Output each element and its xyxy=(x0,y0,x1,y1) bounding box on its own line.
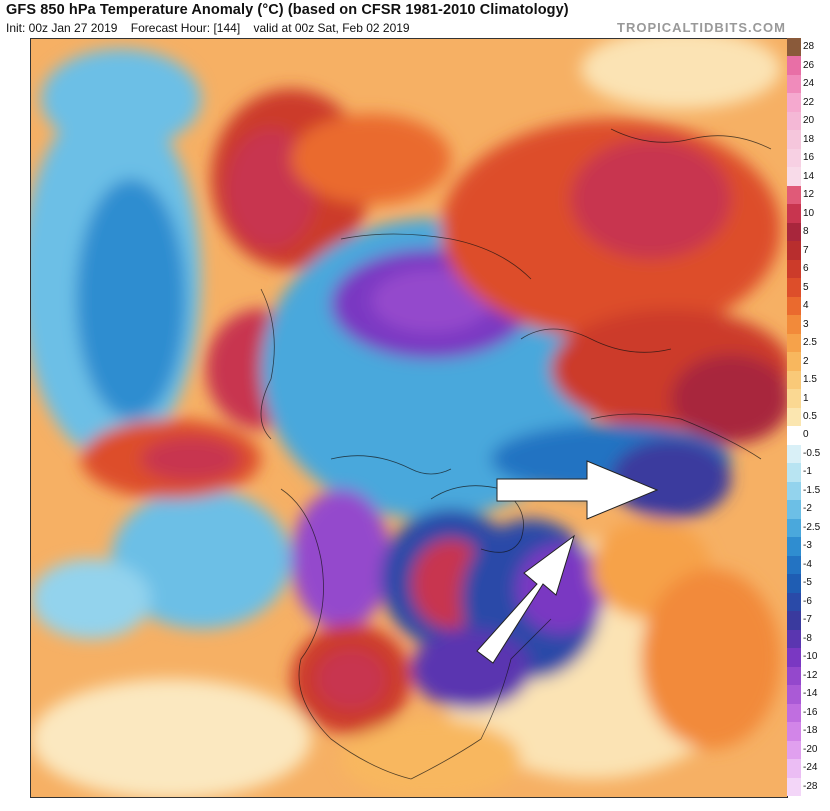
colorbar-label: 22 xyxy=(803,96,815,108)
colorbar-label: -18 xyxy=(803,725,818,737)
colorbar-label: 26 xyxy=(803,59,815,71)
colorbar-swatch xyxy=(787,204,801,224)
colorbar-label: -1.5 xyxy=(803,484,821,496)
anomaly-map xyxy=(30,38,788,798)
colorbar-label: -16 xyxy=(803,706,818,718)
colorbar-label: -2.5 xyxy=(803,521,821,533)
colorbar-swatch xyxy=(787,518,801,538)
colorbar-label: 12 xyxy=(803,189,815,201)
colorbar-swatch xyxy=(787,648,801,668)
colorbar-swatch xyxy=(787,555,801,575)
colorbar-swatch xyxy=(787,537,801,557)
arrow-up-right-icon xyxy=(476,534,575,664)
colorbar-swatch xyxy=(787,93,801,113)
colorbar-swatch xyxy=(787,629,801,649)
colorbar-swatch xyxy=(787,426,801,446)
coastlines xyxy=(260,128,772,780)
anomaly-shading xyxy=(31,39,787,797)
valid-time: valid at 00z Sat, Feb 02 2019 xyxy=(253,21,410,35)
colorbar-swatch xyxy=(787,111,801,131)
colorbar-swatch xyxy=(787,444,801,464)
colorbar-swatch xyxy=(787,407,801,427)
colorbar-swatch xyxy=(787,74,801,94)
colorbar-legend: 28 26 24 22 20 18 16 14 12 10 8 7 6 5 4 3 2.5 2 1.5 1 0.5 0 -0… xyxy=(787,38,830,797)
colorbar-label: 0.5 xyxy=(803,411,817,422)
colorbar-swatch xyxy=(787,130,801,150)
colorbar-label: -1 xyxy=(803,466,812,478)
colorbar-label: 20 xyxy=(803,115,815,127)
colorbar-label: 18 xyxy=(803,133,815,145)
colorbar-swatch xyxy=(787,370,801,390)
colorbar-swatch xyxy=(787,463,801,483)
colorbar-label: 5 xyxy=(803,281,809,293)
colorbar-swatch xyxy=(787,666,801,686)
colorbar-label: 1.5 xyxy=(803,374,817,386)
colorbar-label: -8 xyxy=(803,632,812,644)
colorbar-label: 7 xyxy=(803,244,809,256)
colorbar-label: -24 xyxy=(803,762,818,774)
colorbar-label: -20 xyxy=(803,743,818,755)
colorbar-label: 24 xyxy=(803,78,815,90)
colorbar-swatch xyxy=(787,740,801,760)
colorbar-label: -10 xyxy=(803,651,818,663)
colorbar-swatch xyxy=(787,278,801,298)
colorbar-label: -7 xyxy=(803,614,812,626)
colorbar-swatch xyxy=(787,315,801,335)
colorbar-label: -4 xyxy=(803,558,812,570)
colorbar-label: -12 xyxy=(803,669,818,681)
colorbar-swatch xyxy=(787,167,801,187)
colorbar-swatch xyxy=(787,241,801,261)
colorbar-label: -3 xyxy=(803,540,812,552)
colorbar-swatch xyxy=(787,222,801,242)
colorbar-swatch xyxy=(787,148,801,168)
arrow-right-icon xyxy=(496,460,659,520)
colorbar-label: -5 xyxy=(803,577,812,589)
colorbar-swatch xyxy=(787,759,801,778)
colorbar-label: 8 xyxy=(803,226,809,238)
colorbar-swatch xyxy=(787,481,801,501)
brand-logo: TROPICALTIDBITS.COM xyxy=(617,20,786,35)
colorbar-swatch xyxy=(787,703,801,723)
colorbar-label: 4 xyxy=(803,300,809,312)
forecast-hour: Forecast Hour: [144] xyxy=(130,21,241,35)
colorbar-swatch xyxy=(787,592,801,612)
map-title: GFS 850 hPa Temperature Anomaly (°C) (ba… xyxy=(6,2,569,18)
colorbar-label: 1 xyxy=(803,392,809,404)
colorbar-swatch xyxy=(787,685,801,705)
map-canvas xyxy=(31,39,787,797)
colorbar-label: -6 xyxy=(803,595,812,607)
colorbar-swatch xyxy=(787,296,801,316)
colorbar-swatch xyxy=(787,333,801,353)
run-info: Init: 00z Jan 27 2019 Forecast Hour: [14… xyxy=(6,21,420,35)
colorbar-label: 16 xyxy=(803,152,815,164)
colorbar-swatch xyxy=(787,38,801,57)
colorbar-swatch xyxy=(787,389,801,409)
colorbar-label: -14 xyxy=(803,688,818,700)
colorbar-swatch xyxy=(787,259,801,279)
colorbar-label: 3 xyxy=(803,318,809,330)
colorbar-label: -0.5 xyxy=(803,447,821,459)
colorbar-swatch xyxy=(787,722,801,742)
colorbar-label: -2 xyxy=(803,503,812,515)
colorbar-label: 28 xyxy=(803,41,815,53)
colorbar-label: 2 xyxy=(803,355,809,367)
colorbar-swatch xyxy=(787,500,801,520)
colorbar-label: -28 xyxy=(803,780,818,792)
colorbar-label: 2.5 xyxy=(803,337,817,349)
colorbar-label: 14 xyxy=(803,170,815,182)
colorbar-swatch xyxy=(787,611,801,631)
colorbar-label: 6 xyxy=(803,263,809,275)
colorbar-swatch xyxy=(787,352,801,372)
colorbar-swatch xyxy=(787,56,801,76)
colorbar-label: 0 xyxy=(803,429,809,441)
init-time: Init: 00z Jan 27 2019 xyxy=(6,21,118,35)
colorbar-swatch xyxy=(787,185,801,205)
colorbar-swatch xyxy=(787,574,801,594)
colorbar-label: 10 xyxy=(803,207,815,219)
colorbar-swatch xyxy=(787,777,801,797)
